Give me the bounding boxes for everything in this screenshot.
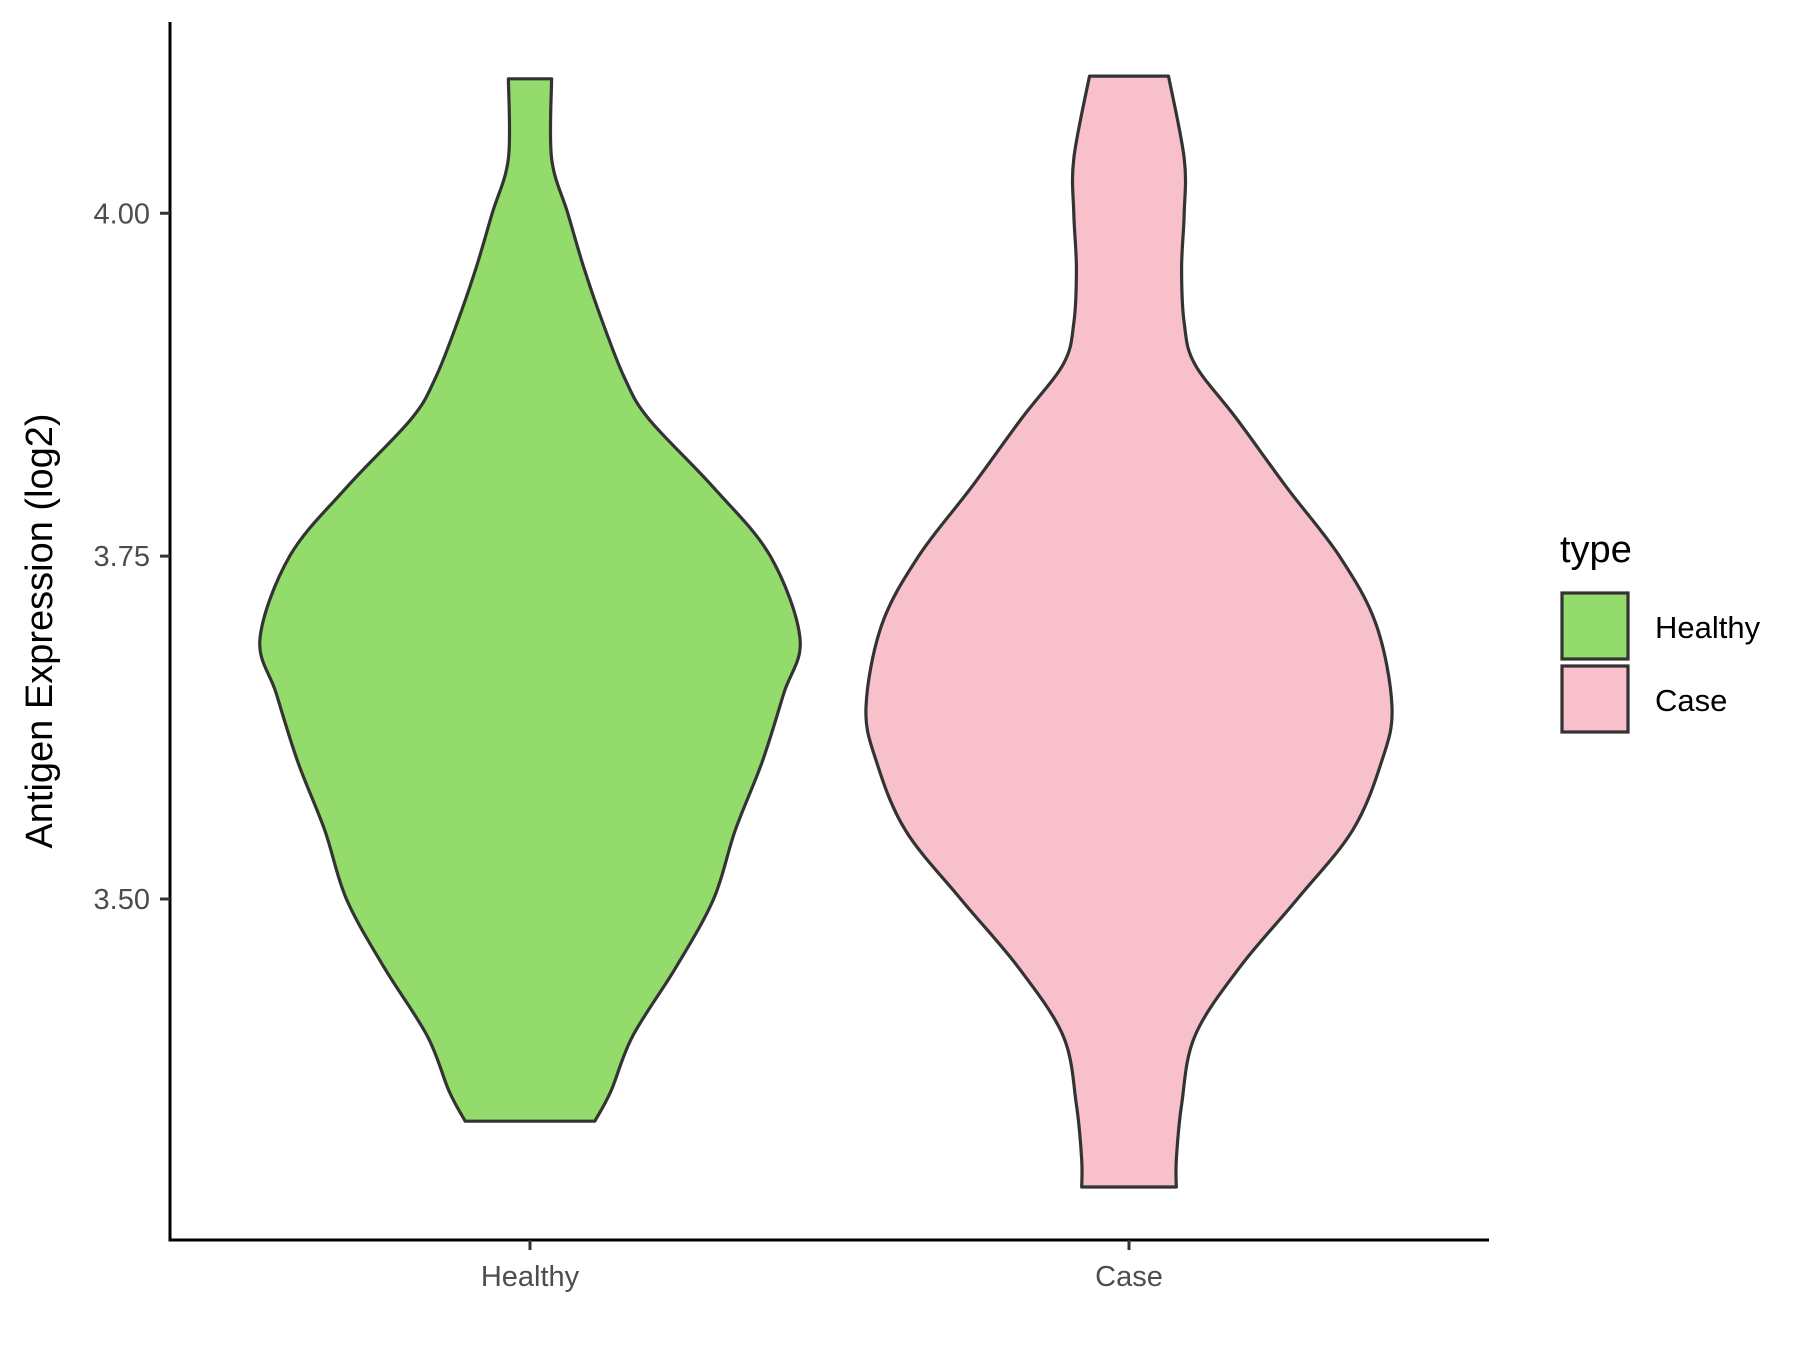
- legend-label-case: Case: [1655, 683, 1727, 718]
- x-tick-label: Case: [1095, 1261, 1163, 1293]
- legend-title: type: [1560, 529, 1632, 571]
- y-tick-label: 3.50: [94, 884, 150, 916]
- violin-layer: [258, 74, 1394, 1189]
- y-axis-title: Antigen Expression (log2): [19, 413, 61, 848]
- y-tick-label: 3.75: [94, 541, 150, 573]
- legend-swatch-case: [1560, 664, 1630, 734]
- legend-label-healthy: Healthy: [1655, 610, 1761, 645]
- y-tick-label: 4.00: [94, 198, 150, 230]
- y-ticks: 3.50 3.75 4.00: [94, 198, 170, 916]
- axes: [168, 22, 1489, 1242]
- legend: type Healthy Case: [1560, 529, 1761, 734]
- x-tick-label: Healthy: [481, 1261, 580, 1293]
- violin-case: [864, 74, 1394, 1189]
- x-ticks: Healthy Case: [481, 1240, 1163, 1293]
- legend-swatch-healthy: [1560, 591, 1630, 661]
- violin-healthy: [258, 77, 802, 1123]
